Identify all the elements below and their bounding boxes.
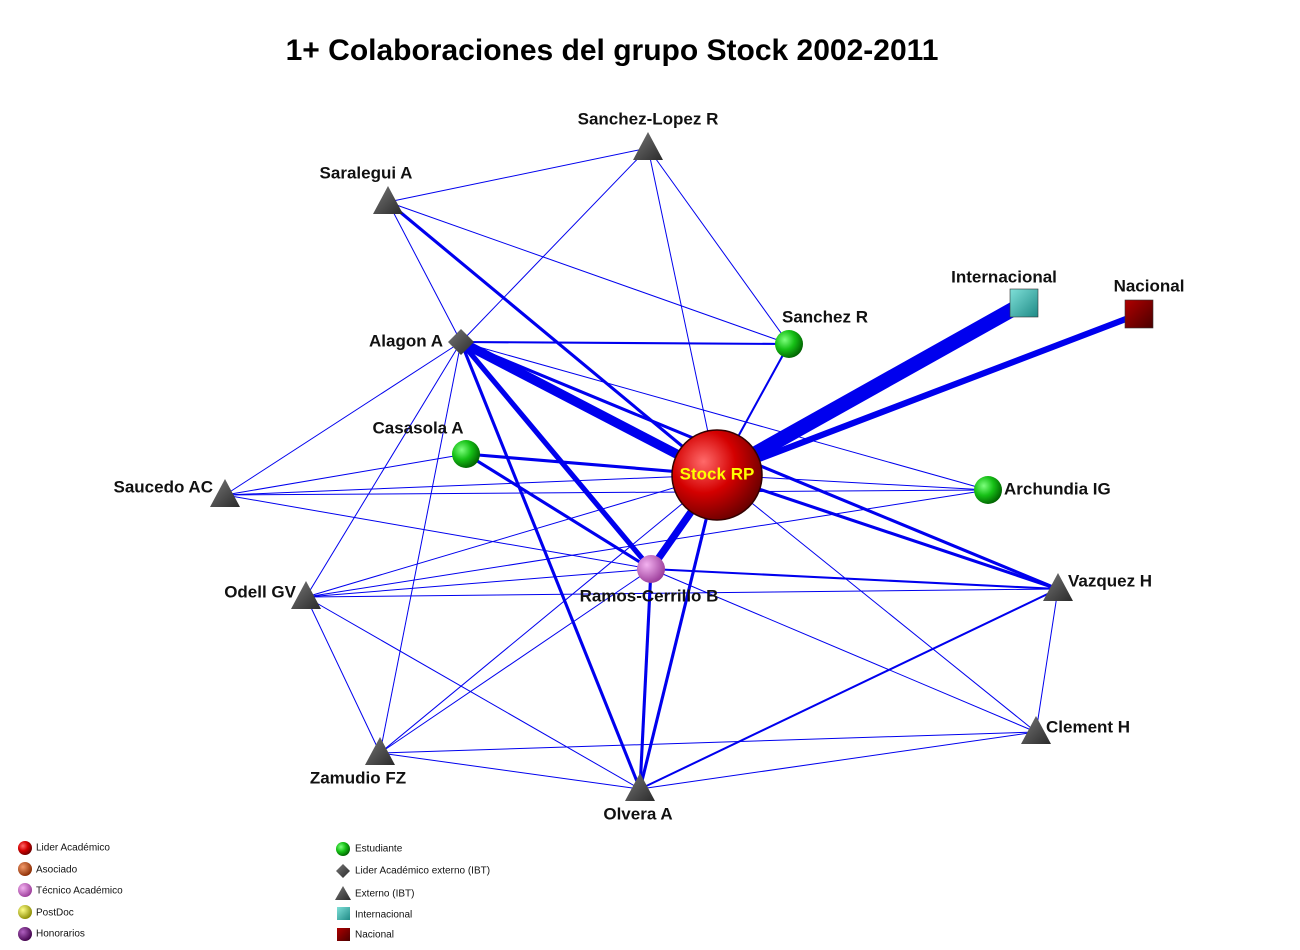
edge	[379, 731, 1037, 754]
edge	[639, 588, 1059, 790]
edge	[224, 453, 467, 496]
edge	[647, 147, 718, 476]
edge	[305, 489, 989, 598]
node	[775, 330, 803, 358]
edge	[305, 596, 641, 790]
edge	[639, 731, 1037, 790]
node	[1009, 288, 1039, 318]
edge	[460, 340, 790, 346]
node	[448, 329, 474, 355]
legend-icon	[336, 842, 350, 856]
legend-icon	[335, 886, 351, 900]
edge	[379, 474, 718, 754]
edge	[379, 568, 652, 754]
node-label: Saucedo AC	[113, 477, 213, 496]
node-label: Nacional	[1114, 276, 1185, 295]
title: 1+ Colaboraciones del grupo Stock 2002-2…	[286, 34, 939, 67]
edge	[713, 296, 1028, 482]
node-label: Odell GV	[224, 582, 296, 601]
edge	[305, 588, 1059, 598]
node	[1021, 716, 1051, 744]
node-label: Zamudio FZ	[310, 768, 406, 787]
edge	[460, 341, 989, 491]
node	[373, 186, 403, 214]
node-label: Archundia IG	[1004, 479, 1111, 498]
node-label: Olvera A	[603, 804, 672, 823]
node-label: Stock RP	[680, 464, 755, 483]
edge	[647, 147, 790, 345]
edge	[224, 489, 989, 496]
node	[671, 429, 763, 521]
edge	[387, 200, 718, 477]
legend-icon	[18, 927, 32, 941]
node-label: Vazquez H	[1068, 571, 1152, 590]
legend-label: PostDoc	[36, 908, 74, 919]
edge	[458, 337, 720, 480]
node	[974, 476, 1002, 504]
legend-icon	[18, 905, 32, 919]
node	[637, 555, 665, 583]
edge	[305, 474, 718, 598]
legend-icon	[18, 883, 32, 897]
edge	[387, 201, 462, 343]
legend-icon	[336, 864, 350, 878]
edge	[650, 568, 1037, 733]
node-label: Clement H	[1046, 717, 1130, 736]
edge	[224, 494, 652, 570]
legend-label: Honorarios	[36, 929, 85, 940]
node-label: Ramos-Cerrillo B	[580, 586, 719, 605]
legend-icon	[18, 841, 32, 855]
edge	[638, 568, 653, 790]
node	[1043, 573, 1073, 601]
edge	[305, 341, 462, 598]
edge	[465, 452, 652, 571]
edge	[224, 474, 718, 496]
legend-label: Externo (IBT)	[355, 889, 414, 900]
edge	[305, 596, 381, 754]
node-label: Alagon A	[369, 331, 443, 350]
node	[365, 737, 395, 765]
edge	[387, 147, 649, 203]
legend: Lider Académico Asociado Técnico Académi…	[18, 841, 490, 941]
legend-label: Lider Académico	[36, 843, 110, 854]
node	[210, 479, 240, 507]
edge	[460, 147, 649, 343]
legend-label: Internacional	[355, 910, 412, 921]
node-label: Saralegui A	[320, 163, 413, 182]
edge	[387, 201, 790, 345]
node-label: Casasola A	[372, 418, 463, 437]
node	[452, 440, 480, 468]
legend-label: Nacional	[355, 930, 394, 941]
legend-label: Lider Académico externo (IBT)	[355, 866, 490, 877]
edge	[459, 340, 653, 571]
legend-label: Técnico Académico	[36, 886, 123, 897]
node-label: Sanchez R	[782, 307, 868, 326]
edge	[638, 474, 719, 790]
edge	[716, 474, 1037, 733]
edge	[716, 473, 1059, 591]
nodes: Stock RP Alagon A Sanchez-Lopez R Saralegui…	[113, 109, 1184, 823]
legend-icon	[18, 862, 32, 876]
node	[291, 581, 321, 609]
legend-icon	[337, 907, 350, 920]
edge	[650, 567, 1059, 591]
node	[625, 773, 655, 801]
legend-icon	[337, 928, 350, 941]
edge	[379, 341, 462, 754]
edge	[305, 568, 652, 598]
node-label: Sanchez-Lopez R	[578, 109, 719, 128]
edge	[1035, 588, 1059, 733]
edge	[224, 341, 462, 496]
edge	[715, 311, 1141, 478]
legend-label: Estudiante	[355, 844, 403, 855]
node	[633, 132, 663, 160]
legend-label: Asociado	[36, 865, 78, 876]
node	[1124, 299, 1154, 329]
edge	[379, 752, 641, 790]
node-label: Internacional	[951, 267, 1057, 286]
edge	[459, 341, 642, 790]
